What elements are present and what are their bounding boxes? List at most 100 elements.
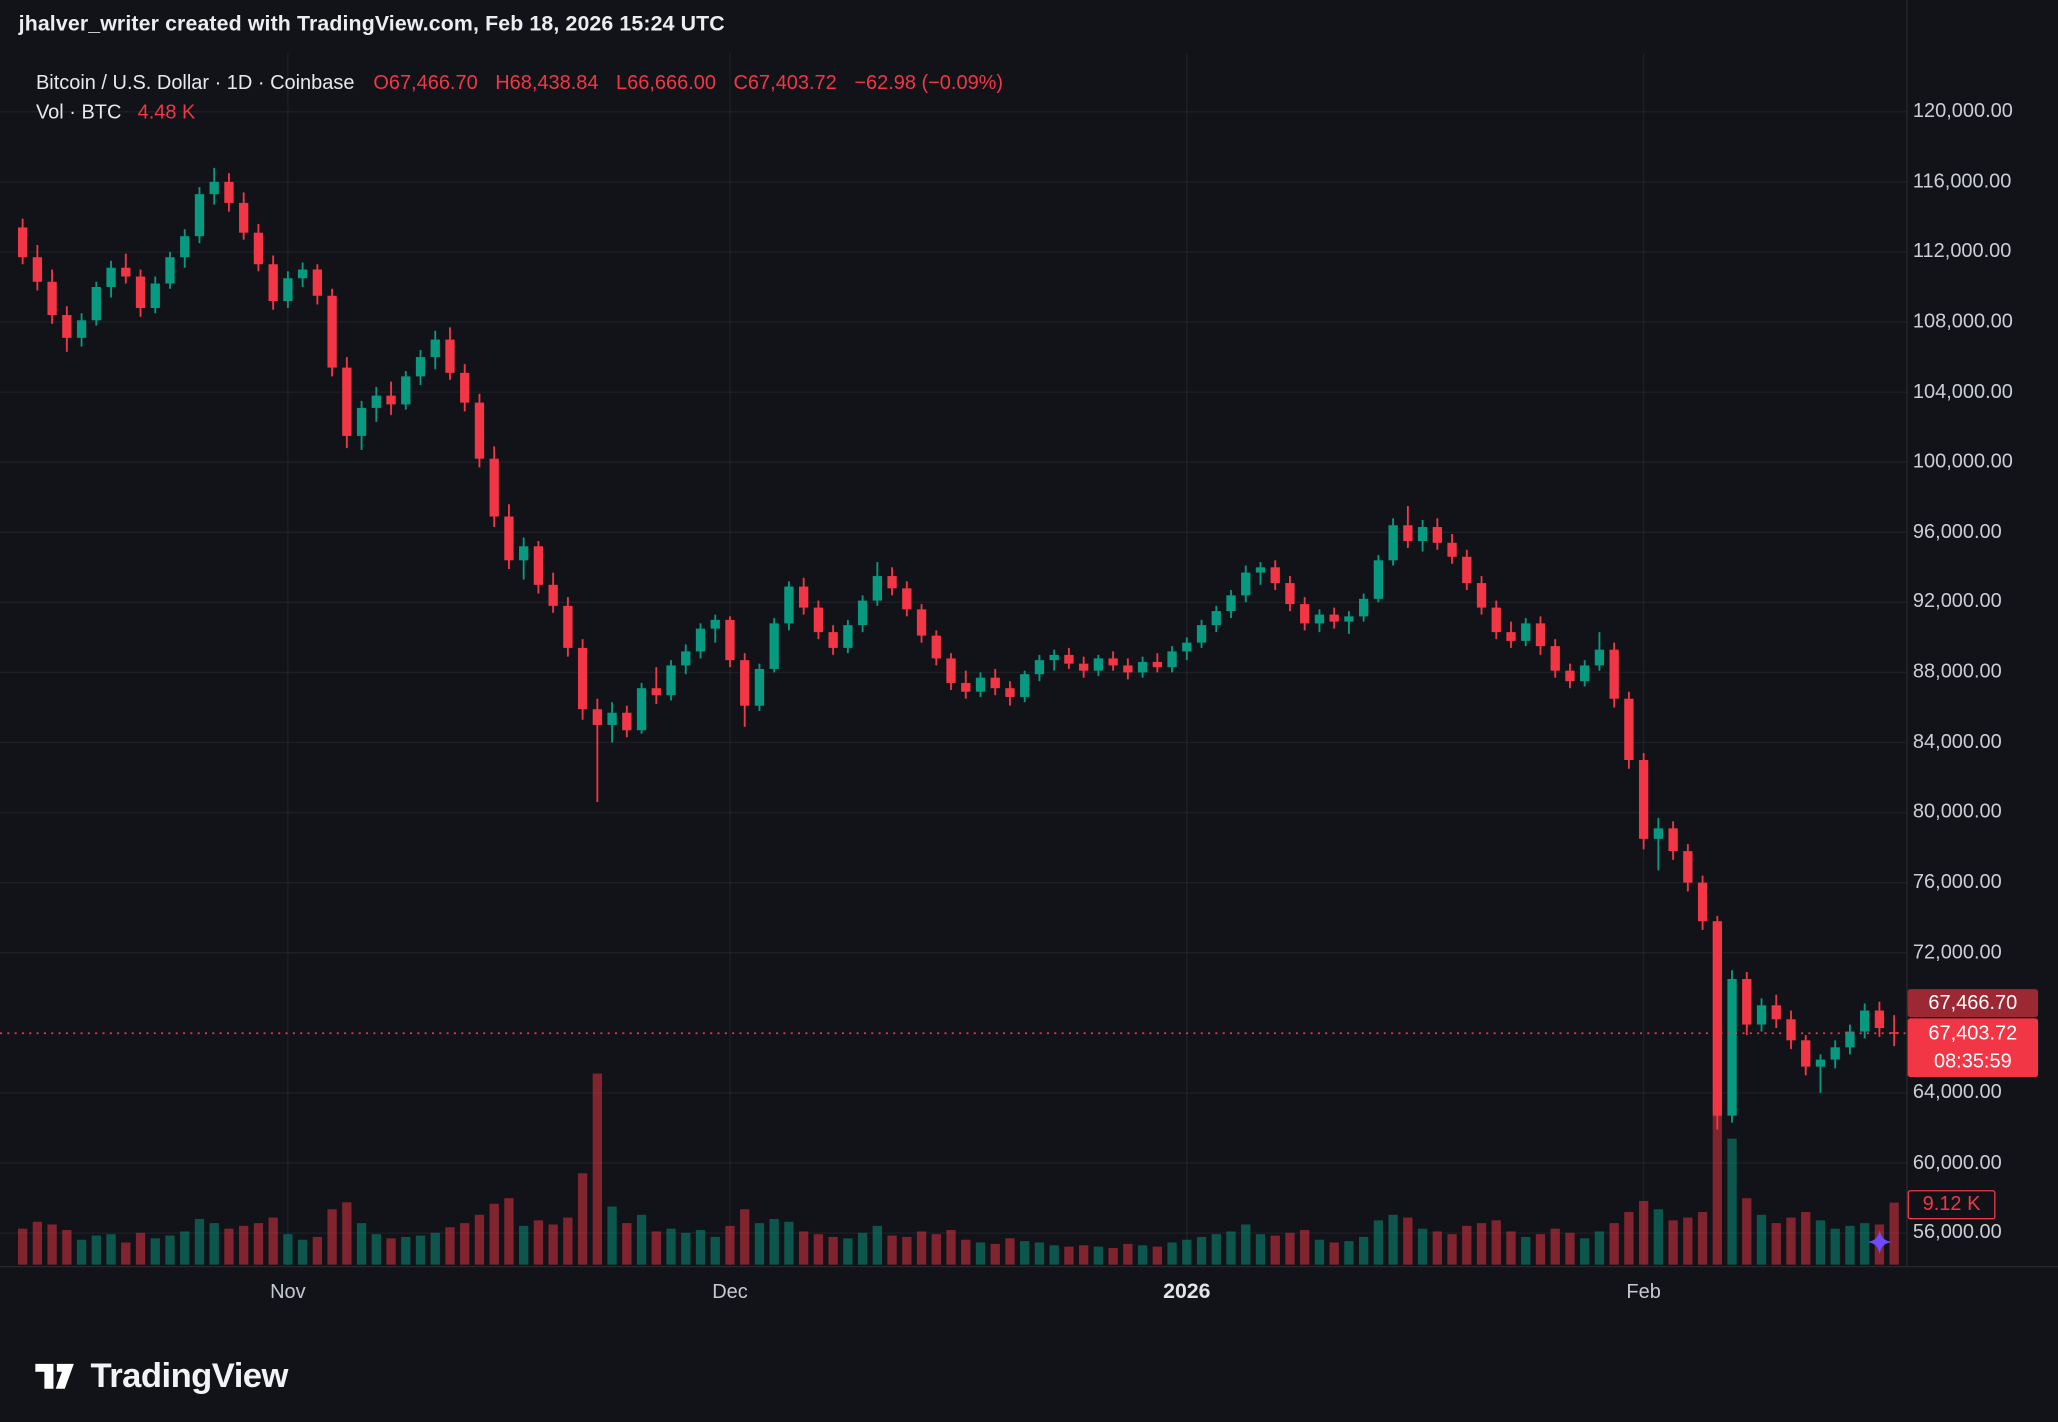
volume-bar <box>150 1238 160 1265</box>
volume-bar <box>916 1231 927 1265</box>
volume-bar <box>784 1221 794 1265</box>
candle-body <box>1078 663 1089 671</box>
volume-bar <box>47 1224 57 1265</box>
candle-body <box>798 586 809 608</box>
candle-body <box>1034 660 1045 675</box>
volume-bar <box>651 1231 661 1265</box>
candle-body <box>1727 979 1737 1116</box>
volume-bar <box>386 1238 396 1265</box>
candle-body <box>666 665 676 696</box>
candle-body <box>1845 1031 1855 1048</box>
candle-body <box>1300 604 1310 624</box>
volume-bar <box>135 1232 146 1265</box>
candle-body <box>1521 623 1531 641</box>
volume-bar <box>1727 1138 1737 1265</box>
volume-bar <box>1462 1225 1472 1265</box>
candle-body <box>607 712 617 725</box>
volume-bar <box>371 1234 381 1265</box>
volume-bar <box>798 1231 809 1265</box>
candle-body <box>1447 542 1457 557</box>
volume-bar <box>1845 1225 1855 1265</box>
candle-body <box>1417 527 1428 542</box>
volume-bar <box>887 1235 897 1265</box>
volume-axis-label: 9.12 K <box>1907 1190 1996 1220</box>
candle-body <box>1270 567 1280 584</box>
volume-bar <box>622 1223 632 1265</box>
candle-body <box>1388 525 1398 561</box>
attribution-text: jhalver_writer created with TradingView.… <box>18 13 725 36</box>
volume-bar <box>754 1223 765 1265</box>
volume-bar <box>1196 1236 1207 1265</box>
time-axis[interactable]: Nov Dec 2026 Feb <box>0 1267 2058 1326</box>
candle-body <box>1712 921 1722 1116</box>
candle-body <box>710 619 720 629</box>
volume-bar <box>32 1221 43 1265</box>
volume-bar <box>1476 1223 1487 1265</box>
candle-body <box>975 677 986 692</box>
candle-body <box>1535 623 1546 647</box>
candle-body <box>1152 661 1162 668</box>
volume-bar <box>1182 1239 1192 1265</box>
candle-body <box>902 588 912 610</box>
volume-bar <box>1668 1220 1678 1265</box>
volume-bar <box>1167 1242 1177 1265</box>
candle-body <box>1506 632 1516 641</box>
candle-body <box>1874 1010 1885 1029</box>
volume-bar <box>1417 1228 1428 1265</box>
candle-body <box>1373 560 1384 599</box>
legend-open-value: O67,466.70 <box>373 71 478 95</box>
volume-bar <box>1211 1234 1221 1265</box>
volume-bar <box>548 1224 558 1265</box>
candle-body <box>1108 658 1118 666</box>
volume-bar <box>1152 1246 1162 1265</box>
volume-bar <box>1594 1231 1605 1265</box>
volume-bar <box>1373 1220 1384 1265</box>
last-price-value: 67,403.72 <box>1928 1022 2018 1046</box>
candle-body <box>135 276 146 309</box>
candle-body <box>445 339 455 373</box>
candle-body <box>76 320 87 338</box>
candle-body <box>342 367 352 436</box>
volume-bar <box>1521 1236 1531 1265</box>
volume-bar <box>1889 1202 1899 1265</box>
volume-bar <box>209 1223 219 1265</box>
tradingview-footer-logo[interactable]: TradingView <box>32 1352 288 1397</box>
candle-body <box>194 194 205 237</box>
volume-bar <box>268 1217 278 1265</box>
volume-bar <box>1624 1212 1634 1265</box>
candle-body <box>415 357 426 377</box>
candle-body <box>857 600 868 626</box>
candle-body <box>474 402 485 459</box>
volume-bar <box>1255 1234 1266 1265</box>
volume-bar <box>1137 1245 1148 1265</box>
volume-bar <box>342 1202 352 1265</box>
candle-body <box>209 181 219 195</box>
candle-body <box>47 281 57 316</box>
candle-body <box>636 688 647 731</box>
candle-body <box>1476 583 1487 608</box>
candle-body <box>1285 583 1295 605</box>
candle-body <box>1756 1005 1767 1025</box>
candle-body <box>519 546 529 561</box>
candle-body <box>386 395 396 405</box>
candle-body <box>1403 525 1413 542</box>
volume-bar <box>1565 1232 1575 1265</box>
price-axis[interactable]: 120,000.00 116,000.00 112,000.00 108,000.00… <box>1913 0 2058 1267</box>
volume-bar <box>445 1227 455 1265</box>
candle-body <box>1123 665 1133 673</box>
price-tick-label: 88,000.00 <box>1912 660 2002 684</box>
volume-bar <box>1020 1241 1030 1265</box>
candle-body <box>1344 616 1354 622</box>
volume-bar <box>931 1234 941 1265</box>
volume-bar <box>297 1239 308 1265</box>
candle-body <box>1594 649 1605 666</box>
candle-body <box>1462 556 1472 584</box>
candle-body <box>17 227 28 258</box>
candle-body <box>961 682 971 692</box>
volume-bar <box>1388 1214 1398 1265</box>
candle-body <box>754 668 765 706</box>
volume-bar <box>533 1220 544 1265</box>
volume-bar <box>1580 1238 1590 1265</box>
price-tick-label: 64,000.00 <box>1912 1080 2002 1104</box>
